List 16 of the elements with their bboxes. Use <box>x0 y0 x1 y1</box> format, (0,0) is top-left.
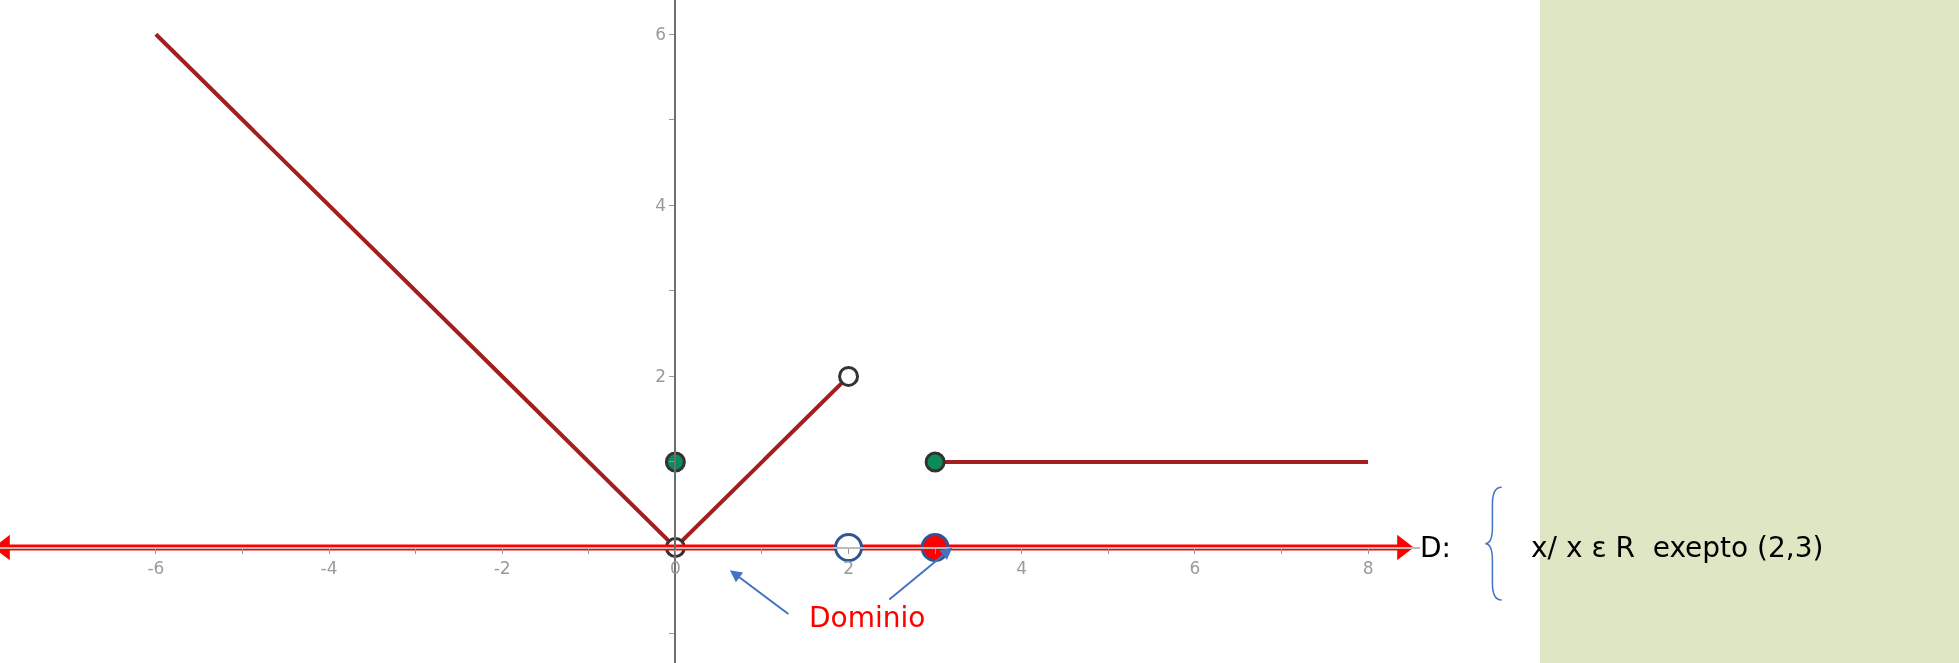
y-tick-label: 4 <box>655 195 666 216</box>
x-tick-label: -6 <box>147 557 165 578</box>
y-tick-label: 2 <box>655 366 666 387</box>
x-tick-label: 4 <box>1016 557 1028 578</box>
point <box>924 451 946 473</box>
annotation: D: <box>1420 531 1451 564</box>
x-tick-label: -2 <box>493 557 511 578</box>
x-tick-label: 6 <box>1189 557 1201 578</box>
point <box>664 451 686 473</box>
point <box>838 365 860 387</box>
y-tick-label: 6 <box>655 24 666 45</box>
x-tick-label: 2 <box>843 557 854 578</box>
text: x/ x ε R exepto (2,3) <box>1531 531 1824 564</box>
x-tick-label: -4 <box>320 557 338 578</box>
annotation: Dominio <box>809 601 926 634</box>
x-tick-label: 8 <box>1362 557 1374 578</box>
